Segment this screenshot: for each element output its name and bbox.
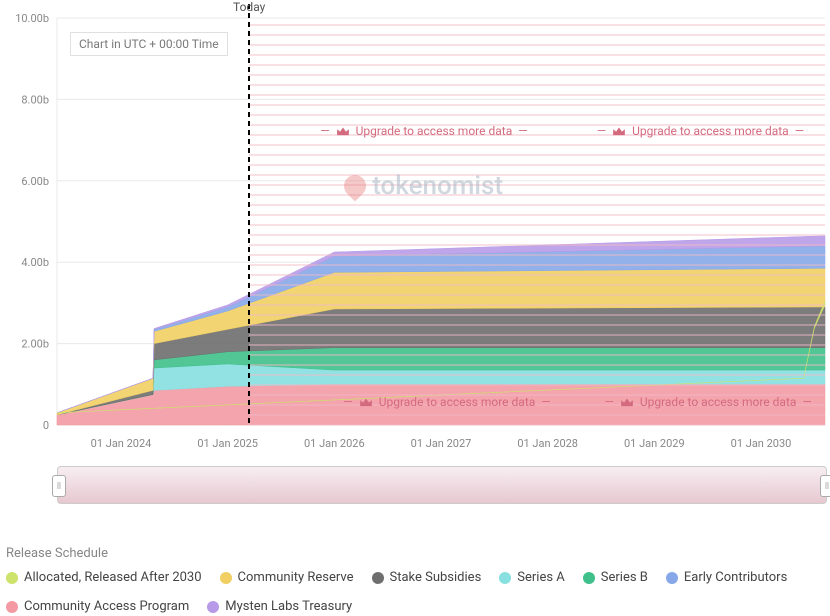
legend-swatch	[372, 572, 384, 584]
legend-label: Series B	[601, 570, 648, 585]
range-handle-left[interactable]: ||	[52, 475, 66, 497]
legend-label: Series A	[517, 570, 565, 585]
svg-text:0: 0	[43, 419, 49, 432]
legend-item-allocated_after_2030[interactable]: Allocated, Released After 2030	[6, 570, 202, 585]
line: —	[518, 124, 527, 138]
svg-text:01 Jan 2026: 01 Jan 2026	[304, 437, 365, 450]
svg-text:01 Jan 2030: 01 Jan 2030	[731, 437, 792, 450]
today-marker-label: Today	[233, 0, 265, 14]
svg-text:01 Jan 2029: 01 Jan 2029	[624, 437, 685, 450]
svg-text:10.00b: 10.00b	[15, 12, 49, 25]
legend-label: Allocated, Released After 2030	[24, 570, 202, 585]
line: —	[320, 124, 329, 138]
upgrade-banner[interactable]: — Upgrade to access more data —	[343, 395, 550, 409]
svg-text:4.00b: 4.00b	[21, 256, 49, 269]
legend-swatch	[499, 572, 511, 584]
line: —	[795, 124, 804, 138]
line: —	[597, 124, 606, 138]
watermark-text: tokenomist	[372, 171, 503, 201]
svg-text:01 Jan 2025: 01 Jan 2025	[197, 437, 258, 450]
token-release-chart: 0 2.00b 4.00b 6.00b 8.00b 10.00b 01 Jan 2024 01…	[0, 0, 830, 460]
legend-swatch	[207, 601, 219, 613]
watermark: tokenomist	[344, 171, 503, 201]
legend-swatch	[583, 572, 595, 584]
legend-label: Stake Subsidies	[390, 570, 482, 585]
legend-swatch	[666, 572, 678, 584]
watermark-icon	[340, 170, 371, 201]
legend-item-series_b[interactable]: Series B	[583, 570, 648, 585]
locked-region-overlay	[249, 18, 825, 425]
svg-text:8.00b: 8.00b	[21, 93, 49, 106]
legend-item-community_reserve[interactable]: Community Reserve	[220, 570, 354, 585]
upgrade-text: Upgrade to access more data	[632, 124, 789, 138]
crown-icon	[612, 125, 626, 137]
section-title: Release Schedule	[6, 546, 108, 561]
line: —	[802, 395, 811, 409]
line: —	[541, 395, 550, 409]
crown-icon	[359, 396, 373, 408]
upgrade-text: Upgrade to access more data	[356, 124, 513, 138]
legend-swatch	[6, 572, 18, 584]
upgrade-text: Upgrade to access more data	[379, 395, 536, 409]
svg-text:01 Jan 2027: 01 Jan 2027	[411, 437, 472, 450]
legend-item-community_access_program[interactable]: Community Access Program	[6, 599, 189, 614]
legend-label: Early Contributors	[684, 570, 787, 585]
upgrade-banner[interactable]: — Upgrade to access more data —	[320, 124, 527, 138]
upgrade-banner[interactable]: — Upgrade to access more data —	[597, 124, 804, 138]
legend-item-mysten_labs_treasury[interactable]: Mysten Labs Treasury	[207, 599, 352, 614]
svg-text:6.00b: 6.00b	[21, 175, 49, 188]
upgrade-text: Upgrade to access more data	[640, 395, 797, 409]
svg-text:01 Jan 2024: 01 Jan 2024	[91, 437, 152, 450]
legend-label: Community Access Program	[24, 599, 189, 614]
crown-icon	[620, 396, 634, 408]
svg-text:01 Jan 2028: 01 Jan 2028	[517, 437, 578, 450]
crown-icon	[336, 125, 350, 137]
legend-item-early_contributors[interactable]: Early Contributors	[666, 570, 787, 585]
line: —	[343, 395, 352, 409]
range-slider[interactable]: || ||	[57, 466, 827, 504]
line: —	[604, 395, 613, 409]
legend-item-series_a[interactable]: Series A	[499, 570, 565, 585]
utc-note: Chart in UTC + 00:00 Time	[70, 32, 228, 56]
legend: Allocated, Released After 2030 Community …	[6, 570, 824, 614]
legend-swatch	[220, 572, 232, 584]
legend-item-stake_subsidies[interactable]: Stake Subsidies	[372, 570, 482, 585]
legend-swatch	[6, 601, 18, 613]
svg-text:2.00b: 2.00b	[21, 338, 49, 351]
range-handle-right[interactable]: ||	[820, 475, 830, 497]
upgrade-banner[interactable]: — Upgrade to access more data —	[604, 395, 811, 409]
chart-svg: 0 2.00b 4.00b 6.00b 8.00b 10.00b 01 Jan 2024 01…	[0, 0, 830, 460]
legend-label: Mysten Labs Treasury	[225, 599, 352, 614]
legend-label: Community Reserve	[238, 570, 354, 585]
